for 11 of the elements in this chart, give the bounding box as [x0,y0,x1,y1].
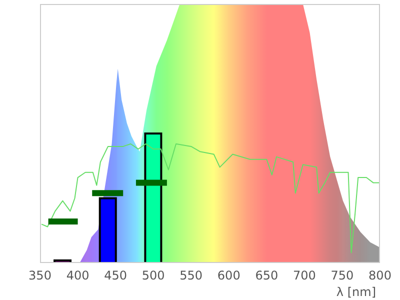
x-tick-label: 350 [28,268,52,283]
x-tick-label: 500 [142,268,165,283]
x-tick-label: 400 [66,268,90,283]
x-axis-title: λ [nm] [336,285,376,299]
x-tick-label: 700 [292,268,316,283]
x-tick-label: 450 [104,268,128,283]
x-tick-label: 750 [330,268,354,283]
x-tick-label: 600 [217,268,240,283]
x-tick-label: 800 [368,268,392,283]
x-tick-label: 650 [255,268,278,283]
x-tick-label: 550 [180,268,203,283]
